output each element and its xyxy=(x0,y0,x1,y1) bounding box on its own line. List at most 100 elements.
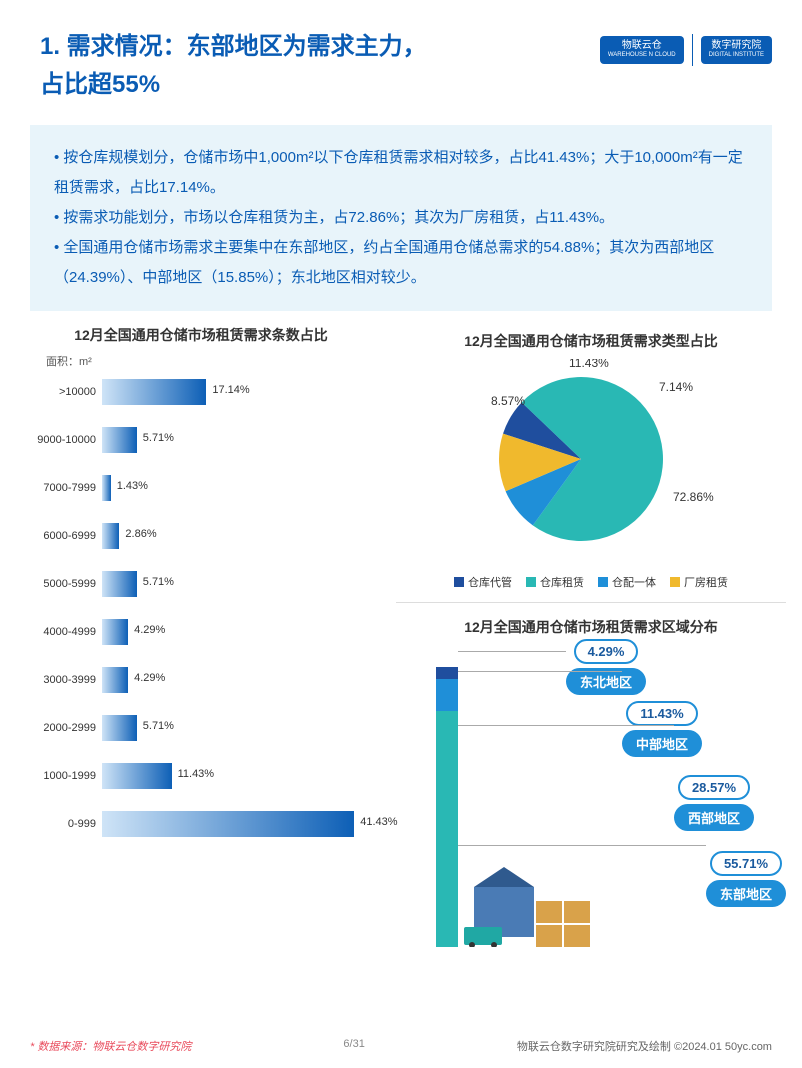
bar-track: 4.29% xyxy=(102,619,376,645)
bar-fill xyxy=(102,523,119,549)
page-number: 6/31 xyxy=(343,1038,364,1054)
bar-container: >1000017.14%9000-100005.71%7000-79991.43… xyxy=(16,375,386,842)
bar-value-label: 11.43% xyxy=(178,768,215,780)
bar-category: 9000-10000 xyxy=(26,434,102,446)
region-pct: 28.57% xyxy=(678,775,750,800)
bar-track: 2.86% xyxy=(102,523,376,549)
logo-group: 物联云仓 WAREHOUSE N CLOUD 数字研究院 DIGITAL INS… xyxy=(600,34,772,66)
region-pct: 55.71% xyxy=(710,851,782,876)
bar-fill xyxy=(102,571,137,597)
logo-digital-institute: 数字研究院 DIGITAL INSTITUTE xyxy=(701,36,772,63)
legend-swatch xyxy=(454,577,464,587)
bar-value-label: 4.29% xyxy=(134,624,165,636)
logo1-top: 物联云仓 xyxy=(608,40,676,52)
region-label-group: 28.57% 西部地区 xyxy=(674,775,754,831)
bar-track: 5.71% xyxy=(102,427,376,453)
legend-label: 仓配一体 xyxy=(612,574,656,590)
region-label-group: 4.29% 东北地区 xyxy=(566,639,646,695)
logo-divider xyxy=(692,34,693,66)
bar-fill xyxy=(102,811,354,837)
pie-legend: 仓库代管 仓库租赁 仓配一体 厂房租赁 xyxy=(396,574,786,590)
page-title-line2: 占比超55% xyxy=(40,66,600,104)
stack-segment xyxy=(436,711,458,791)
pie-svg-wrap: 7.14%72.86%8.57%11.43% xyxy=(396,359,786,564)
pie-slice-label: 72.86% xyxy=(673,490,714,504)
logo2-top: 数字研究院 xyxy=(709,40,764,52)
bar-chart-title: 12月全国通用仓储市场租赁需求条数占比 xyxy=(16,325,386,345)
pie-slice-label: 7.14% xyxy=(659,380,693,394)
bar-category: 7000-7999 xyxy=(26,482,102,494)
bar-row: 6000-69992.86% xyxy=(26,519,376,554)
bar-track: 1.43% xyxy=(102,475,376,501)
stack-segment xyxy=(436,679,458,711)
legend-swatch xyxy=(526,577,536,587)
region-name: 西部地区 xyxy=(674,804,754,831)
bar-track: 4.29% xyxy=(102,667,376,693)
bar-chart-subtitle: 面积：m² xyxy=(46,353,386,369)
region-name: 中部地区 xyxy=(622,730,702,757)
pie-slice-label: 8.57% xyxy=(491,394,525,408)
warehouse-illustration xyxy=(464,857,604,947)
bar-row: 0-99941.43% xyxy=(26,807,376,842)
bar-fill xyxy=(102,763,172,789)
connector-line xyxy=(458,651,566,652)
bar-value-label: 1.43% xyxy=(117,480,148,492)
bar-category: >10000 xyxy=(26,386,102,398)
legend-item: 仓库代管 xyxy=(454,574,512,590)
region-name: 东北地区 xyxy=(566,668,646,695)
data-source: * 数据来源：物联云仓数字研究院 xyxy=(30,1038,191,1054)
bar-track: 11.43% xyxy=(102,763,376,789)
summary-bullets: • 按仓库规模划分，仓储市场中1,000m²以下仓库租赁需求相对较多，占比41.… xyxy=(30,125,772,311)
region-pct: 4.29% xyxy=(574,639,639,664)
bar-fill xyxy=(102,427,137,453)
bar-category: 3000-3999 xyxy=(26,674,102,686)
bar-row: 2000-29995.71% xyxy=(26,711,376,746)
logo2-sub: DIGITAL INSTITUTE xyxy=(709,52,764,59)
bar-fill xyxy=(102,475,111,501)
bar-category: 5000-5999 xyxy=(26,578,102,590)
bar-track: 5.71% xyxy=(102,571,376,597)
bar-row: >10000 17.14% xyxy=(26,375,376,410)
pie-chart-title: 12月全国通用仓储市场租赁需求类型占比 xyxy=(396,331,786,351)
bar-value-label: 17.14% xyxy=(212,384,249,396)
connector-line xyxy=(458,671,622,672)
bar-category: 2000-2999 xyxy=(26,722,102,734)
page-title-line1: 1. 需求情况：东部地区为需求主力， xyxy=(40,28,600,66)
logo1-sub: WAREHOUSE N CLOUD xyxy=(608,52,676,59)
region-body: 4.29%东北地区11.43%中部地区28.57%西部地区55.71%东部地区 xyxy=(396,647,786,947)
region-chart: 12月全国通用仓储市场租赁需求区域分布 4.29% 东北地区 11.43% 中部地区 2… xyxy=(396,613,786,947)
bar-value-label: 5.71% xyxy=(143,576,174,588)
region-label-group: 11.43% 中部地区 xyxy=(622,701,702,757)
legend-item: 厂房租赁 xyxy=(670,574,728,590)
legend-item: 仓配一体 xyxy=(598,574,656,590)
bullet-1: • 按仓库规模划分，仓储市场中1,000m²以下仓库租赁需求相对较多，占比41.… xyxy=(54,143,748,203)
bar-row: 1000-199911.43% xyxy=(26,759,376,794)
title-block: 1. 需求情况：东部地区为需求主力， 占比超55% xyxy=(40,28,600,105)
logo-wulian: 物联云仓 WAREHOUSE N CLOUD xyxy=(600,36,684,63)
pie-svg: 7.14%72.86%8.57%11.43% xyxy=(451,359,731,559)
connector-line xyxy=(458,725,674,726)
bar-fill xyxy=(102,619,128,645)
legend-swatch xyxy=(598,577,608,587)
bar-fill xyxy=(102,379,206,405)
connector-line xyxy=(458,845,706,846)
bar-fill xyxy=(102,667,128,693)
page-header: 1. 需求情况：东部地区为需求主力， 占比超55% 物联云仓 WAREHOUSE… xyxy=(0,0,802,115)
bullet-3: • 全国通用仓储市场需求主要集中在东部地区，约占全国通用仓储总需求的54.88%… xyxy=(54,233,748,293)
region-chart-title: 12月全国通用仓储市场租赁需求区域分布 xyxy=(396,617,786,637)
bar-category: 0-999 xyxy=(26,818,102,830)
region-name: 东部地区 xyxy=(706,880,786,907)
bar-value-label: 41.43% xyxy=(360,816,397,828)
legend-swatch xyxy=(670,577,680,587)
bar-row: 5000-5999 5.71% xyxy=(26,567,376,602)
stack-segment xyxy=(436,791,458,947)
legend-label: 厂房租赁 xyxy=(684,574,728,590)
bullet-2: • 按需求功能划分，市场以仓库租赁为主，占72.86%；其次为厂房租赁，占11.… xyxy=(54,203,748,233)
region-pct: 11.43% xyxy=(626,701,697,726)
bar-track: 41.43% xyxy=(102,811,376,837)
bar-chart: 12月全国通用仓储市场租赁需求条数占比 面积：m² >10000 17.14% 90… xyxy=(16,325,386,947)
bar-row: 9000-100005.71% xyxy=(26,423,376,458)
bar-row: 4000-49994.29% xyxy=(26,615,376,650)
page-footer: * 数据来源：物联云仓数字研究院 6/31 物联云仓数字研究院研究及绘制 ©20… xyxy=(30,1038,772,1054)
legend-label: 仓库租赁 xyxy=(540,574,584,590)
